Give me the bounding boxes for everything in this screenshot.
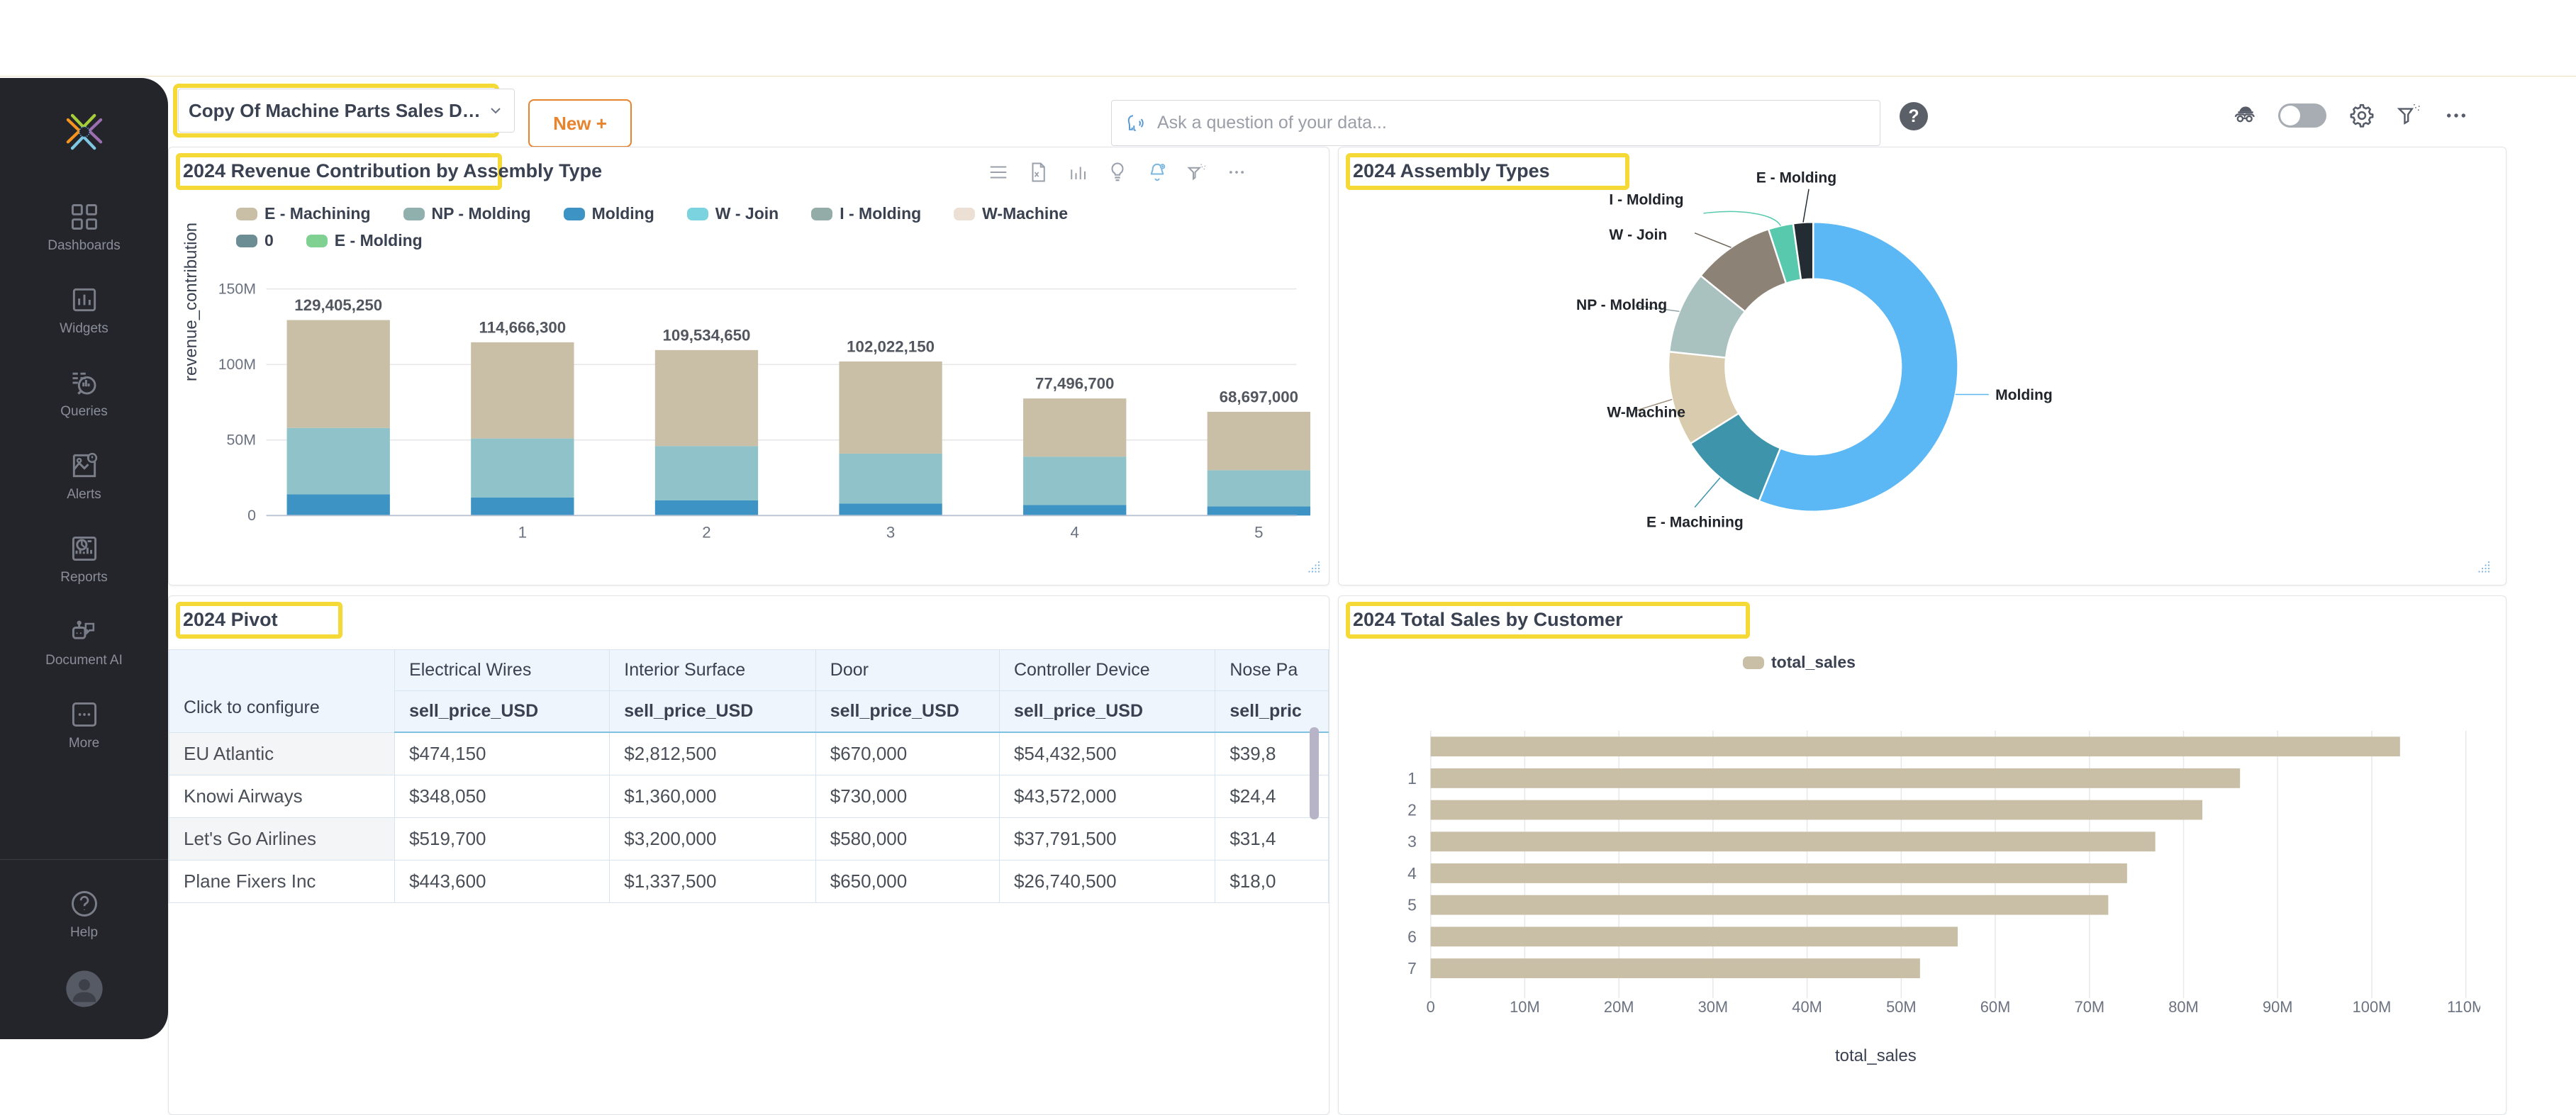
- svg-text:90M: 90M: [2263, 998, 2293, 1016]
- svg-text:4: 4: [1071, 523, 1079, 541]
- svg-text:110M: 110M: [2447, 998, 2480, 1016]
- svg-text:W - Join: W - Join: [1609, 227, 1667, 243]
- svg-text:NP - Molding: NP - Molding: [1576, 297, 1667, 313]
- svg-text:5: 5: [1407, 896, 1417, 914]
- svg-text:30M: 30M: [1698, 998, 1729, 1016]
- svg-text:6: 6: [1407, 927, 1417, 946]
- svg-text:102,022,150: 102,022,150: [847, 337, 935, 355]
- svg-text:60M: 60M: [1980, 998, 2011, 1016]
- svg-text:150M: 150M: [218, 280, 256, 297]
- svg-text:4: 4: [1407, 864, 1417, 883]
- svg-text:129,405,250: 129,405,250: [294, 296, 382, 314]
- svg-text:3: 3: [1407, 832, 1417, 851]
- svg-text:50M: 50M: [1886, 998, 1917, 1016]
- svg-text:W-Machine: W-Machine: [1607, 405, 1685, 421]
- svg-text:7: 7: [1407, 959, 1417, 977]
- svg-text:Molding: Molding: [1995, 387, 2053, 403]
- svg-text:5: 5: [1254, 523, 1263, 541]
- svg-text:0: 0: [247, 507, 256, 524]
- svg-text:50M: 50M: [227, 432, 256, 449]
- svg-text:109,534,650: 109,534,650: [663, 326, 751, 344]
- svg-text:0: 0: [1427, 998, 1435, 1016]
- svg-text:I - Molding: I - Molding: [1609, 191, 1683, 208]
- svg-text:40M: 40M: [1792, 998, 1822, 1016]
- svg-text:2: 2: [1407, 801, 1417, 819]
- svg-text:20M: 20M: [1604, 998, 1634, 1016]
- svg-text:100M: 100M: [218, 356, 256, 373]
- svg-text:114,666,300: 114,666,300: [479, 318, 567, 336]
- svg-text:1: 1: [1407, 769, 1417, 788]
- svg-text:10M: 10M: [1510, 998, 1540, 1016]
- svg-text:2: 2: [702, 523, 710, 541]
- svg-text:1: 1: [518, 523, 527, 541]
- svg-text:100M: 100M: [2353, 998, 2392, 1016]
- svg-text:77,496,700: 77,496,700: [1035, 375, 1114, 393]
- svg-text:70M: 70M: [2075, 998, 2105, 1016]
- svg-text:3: 3: [886, 523, 895, 541]
- svg-text:68,697,000: 68,697,000: [1220, 388, 1298, 405]
- svg-text:E - Molding: E - Molding: [1756, 170, 1836, 186]
- svg-text:E - Machining: E - Machining: [1646, 514, 1744, 530]
- svg-text:80M: 80M: [2168, 998, 2199, 1016]
